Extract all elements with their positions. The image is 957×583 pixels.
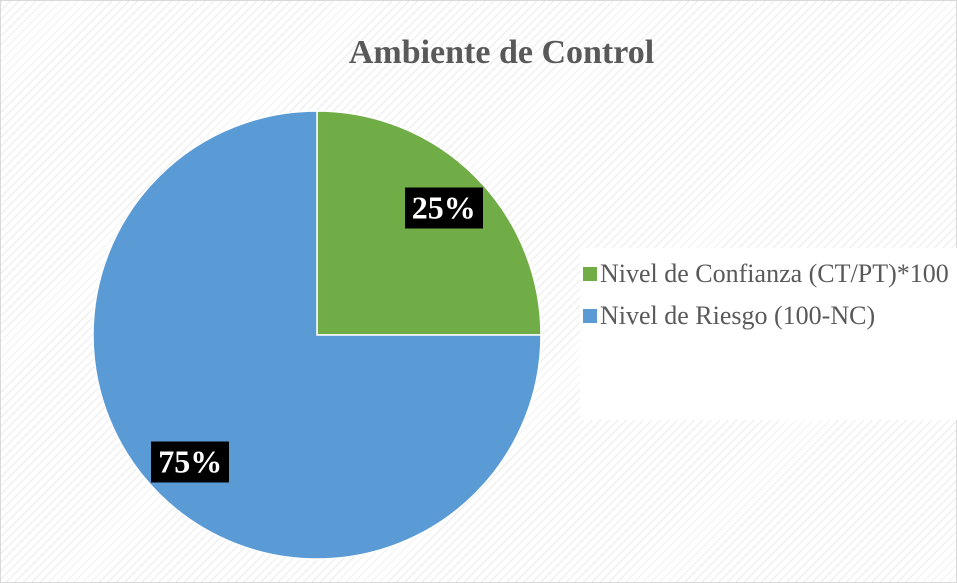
data-label: 75% xyxy=(151,441,230,483)
legend-swatch xyxy=(583,267,597,281)
data-label: 25% xyxy=(404,187,483,229)
chart-title: Ambiente de Control xyxy=(348,34,655,71)
legend-swatch xyxy=(583,309,597,323)
legend: Nivel de Confianza (CT/PT)*100 Nivel de R… xyxy=(580,248,957,420)
legend-entry: Nivel de Confianza (CT/PT)*100 xyxy=(580,258,950,290)
legend-label: Nivel de Confianza (CT/PT)*100 xyxy=(600,259,949,288)
legend-label: Nivel de Riesgo (100-NC) xyxy=(600,301,876,330)
legend-entry: Nivel de Riesgo (100-NC) xyxy=(580,300,950,332)
